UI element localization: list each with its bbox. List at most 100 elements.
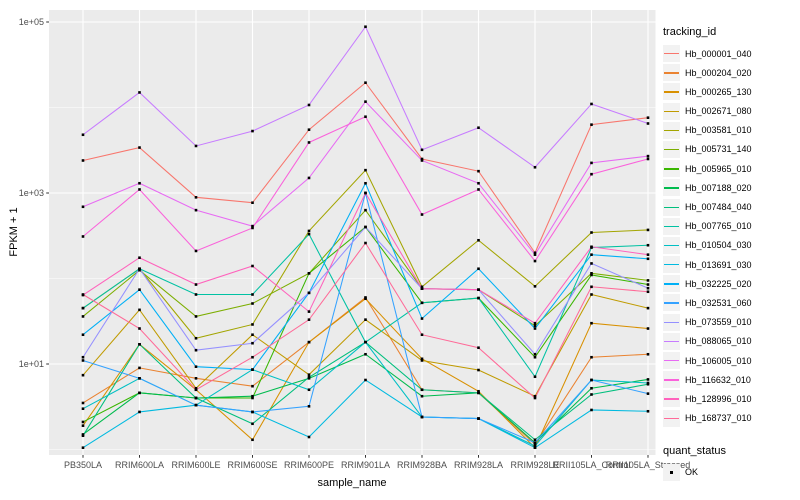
data-point [420,388,424,392]
data-point [533,355,537,359]
data-point [81,407,85,411]
y-axis-title: FPKM + 1 [8,207,20,257]
data-point [138,256,141,260]
data-point [590,253,593,256]
legend-key [663,102,680,120]
data-point [590,272,593,275]
data-point [533,441,537,445]
legend-title: tracking_id [663,26,717,38]
data-point [81,401,85,405]
legend-label: Hb_005965_010 [685,163,752,174]
data-point [646,327,650,330]
legend-item: Hb_010504_030 [663,236,798,254]
data-point [533,251,537,255]
data-point [533,165,537,169]
data-point [477,126,480,130]
data-point [81,293,85,296]
data-point [138,267,141,271]
data-point [138,268,141,272]
data-point [81,424,85,427]
square-point-icon [670,470,673,474]
legend-key [663,409,680,427]
data-point [307,128,311,131]
legend-item: Hb_003581_010 [663,121,798,139]
data-point [477,188,480,191]
data-point [590,355,593,359]
data-point [590,285,593,289]
legend-label: Hb_005731_140 [685,144,752,155]
legend-key [663,160,680,178]
data-point [646,290,650,294]
data-point [533,443,537,446]
x-tick-label: RRII105LA_Stressed [606,460,691,470]
data-point [307,291,311,295]
data-point [194,388,198,392]
data-point [194,403,198,407]
legend-key [663,371,680,389]
legend-key [663,390,680,408]
data-point [646,122,650,125]
data-point [477,169,480,173]
data-point [646,257,650,261]
data-point [420,357,424,361]
data-point [307,176,311,180]
data-point [138,288,141,291]
data-point [307,405,311,408]
legend-key [663,217,680,235]
data-point [364,378,367,382]
data-point [307,340,311,344]
legend-key-line-icon [664,91,679,93]
legend-key [663,64,680,82]
data-point [533,352,537,356]
data-point [194,196,198,199]
legend-item: Hb_005731_140 [663,140,798,158]
legend2-items: OK [663,463,798,481]
legend-item: Hb_000204_020 [663,64,798,82]
data-point [590,408,593,412]
data-point [194,293,198,296]
data-point [251,201,254,205]
legend-key-line-icon [664,360,679,362]
data-point [364,241,367,245]
legend-label: Hb_007484_040 [685,202,752,212]
x-axis-title: sample_name [317,477,387,489]
data-point [81,235,85,238]
data-point [138,181,141,185]
data-point [81,446,85,449]
data-point [251,368,254,371]
data-point [590,231,593,234]
legend-label: Hb_088065_010 [685,336,752,347]
legend-key [663,83,680,101]
legend2-title: quant_status [663,444,726,457]
legend-label: Hb_032225_020 [685,278,752,289]
data-point [251,264,254,268]
data-point [251,333,254,337]
data-point [307,272,311,275]
data-point [364,168,367,172]
data-point [590,293,593,296]
data-point [590,386,593,390]
data-point [420,213,424,216]
data-point [590,321,593,325]
data-point [138,410,141,414]
data-point [194,386,198,390]
legend-label: Hb_007188_020 [685,182,752,193]
data-point [251,384,254,388]
data-point [251,129,254,133]
data-point [307,103,311,107]
x-tick-label: PB350LA [64,460,102,470]
legend-label: Hb_168737_010 [685,413,752,424]
data-point [533,396,537,400]
data-point [420,287,424,290]
data-point [646,378,650,381]
data-point [590,245,593,249]
legend-key-line-icon [664,206,679,208]
legend-key [663,45,680,62]
data-point [590,393,593,396]
data-point [364,318,367,321]
legend2-label: OK [685,467,699,478]
legend-label: Hb_003581_010 [685,125,752,136]
data-point [364,25,367,29]
data-point [420,359,424,362]
data-point [533,327,537,330]
